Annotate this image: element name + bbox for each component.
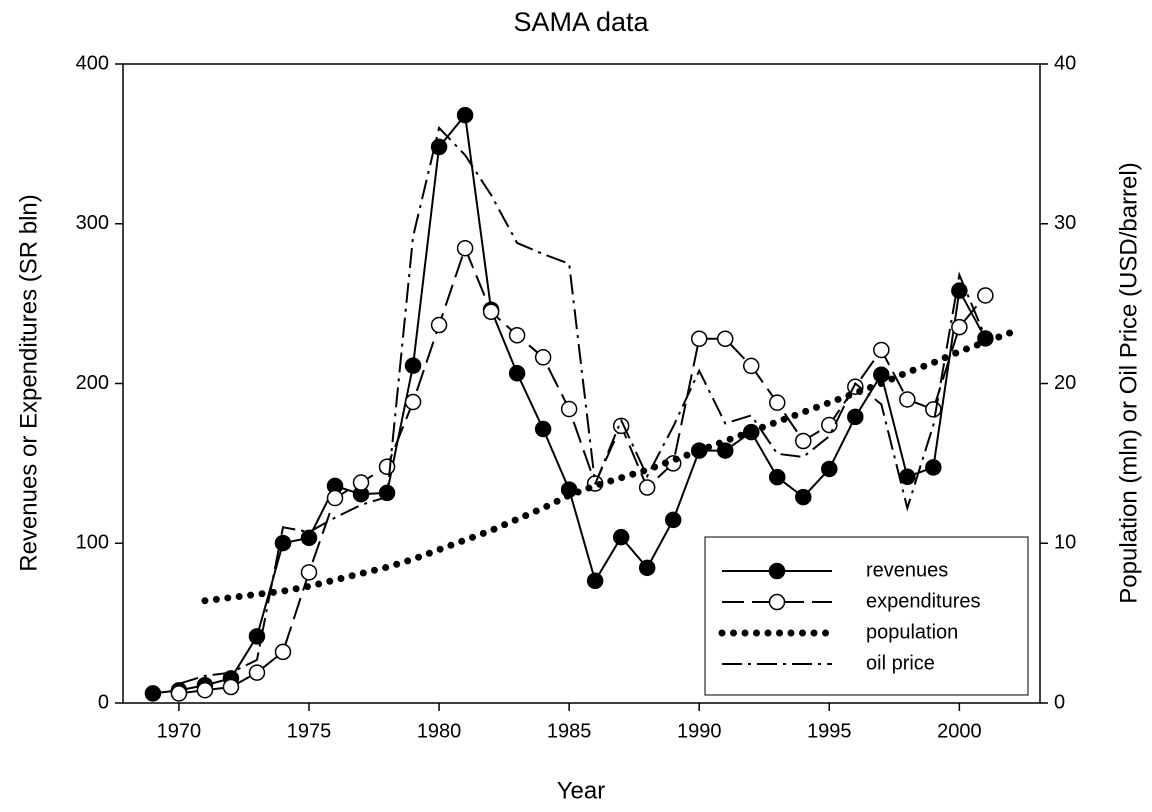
series-marker xyxy=(821,460,838,478)
series-marker xyxy=(638,559,656,577)
series-marker xyxy=(326,489,344,507)
series-marker xyxy=(951,318,968,336)
y2-tick-label: 30 xyxy=(1054,212,1076,234)
series-marker xyxy=(534,349,552,366)
series-marker xyxy=(144,685,162,702)
series-marker xyxy=(508,327,526,344)
series-marker xyxy=(925,459,942,476)
series-marker xyxy=(821,416,838,434)
chart-title: SAMA data xyxy=(513,7,649,37)
series-marker xyxy=(795,488,812,506)
series-marker xyxy=(586,572,604,590)
y-tick-label: 300 xyxy=(76,212,109,234)
series-marker xyxy=(769,394,786,411)
series-marker xyxy=(508,365,526,382)
series-marker xyxy=(456,106,474,124)
series-marker xyxy=(222,678,240,696)
y2-tick-label: 0 xyxy=(1054,691,1065,713)
series-marker xyxy=(873,341,890,359)
x-tick-label: 1970 xyxy=(157,720,202,742)
y2-tick-label: 40 xyxy=(1054,52,1076,74)
series-marker xyxy=(274,643,292,661)
series-marker xyxy=(847,408,864,426)
series-line xyxy=(178,125,987,685)
y2-tick-label: 10 xyxy=(1054,532,1076,554)
x-tick-label: 1985 xyxy=(547,720,592,742)
series-marker xyxy=(248,664,266,681)
series-marker xyxy=(248,628,266,645)
series-marker xyxy=(612,528,630,546)
series-marker xyxy=(977,287,994,304)
series-marker xyxy=(482,303,500,321)
y-tick-label: 100 xyxy=(76,532,109,554)
legend-marker xyxy=(768,593,786,611)
x-tick-label: 1995 xyxy=(807,720,852,742)
legend-box xyxy=(704,536,1029,696)
legend-label: population xyxy=(866,621,958,643)
y-axis-label: Revenues or Expenditures (SR bln) xyxy=(15,194,42,572)
series-marker xyxy=(873,366,890,383)
series-marker xyxy=(430,138,448,156)
series-marker xyxy=(925,401,942,418)
series-marker xyxy=(899,391,916,408)
series-marker xyxy=(378,458,396,475)
series-marker xyxy=(716,330,734,348)
y2-axis-label: Population (mln) or Oil Price (USD/barre… xyxy=(1115,162,1142,603)
y-tick-label: 400 xyxy=(76,52,109,74)
series-marker xyxy=(899,468,916,486)
series-marker xyxy=(534,420,552,438)
series-marker xyxy=(404,393,422,411)
series-marker xyxy=(456,239,474,257)
x-axis-label: Year xyxy=(557,777,606,804)
y2-tick-label: 20 xyxy=(1054,372,1076,394)
series-marker xyxy=(690,330,708,348)
x-tick-label: 2000 xyxy=(937,720,982,742)
y-tick-label: 200 xyxy=(76,372,109,394)
series-marker xyxy=(769,468,786,486)
series-marker xyxy=(300,529,318,547)
legend-marker xyxy=(768,562,786,580)
series-marker xyxy=(638,479,656,496)
series-marker xyxy=(716,442,734,459)
series-marker xyxy=(430,316,448,334)
legend-label: oil price xyxy=(866,652,935,674)
x-tick-label: 1990 xyxy=(677,720,722,742)
series-marker xyxy=(664,511,682,529)
series-marker xyxy=(795,432,812,450)
y-tick-label: 0 xyxy=(98,691,109,713)
series-marker xyxy=(170,685,188,702)
series-line xyxy=(201,328,1015,605)
legend-label: revenues xyxy=(866,559,948,581)
series-marker xyxy=(196,681,214,699)
x-tick-label: 1980 xyxy=(417,720,462,742)
series-marker xyxy=(274,534,292,552)
series-marker xyxy=(404,357,422,374)
series-marker xyxy=(560,400,578,418)
series-marker xyxy=(300,564,318,581)
x-tick-label: 1975 xyxy=(287,720,332,742)
series-marker xyxy=(352,474,370,491)
series-marker xyxy=(742,357,760,375)
plot-area xyxy=(144,106,1015,702)
legend-label: expenditures xyxy=(866,590,981,612)
